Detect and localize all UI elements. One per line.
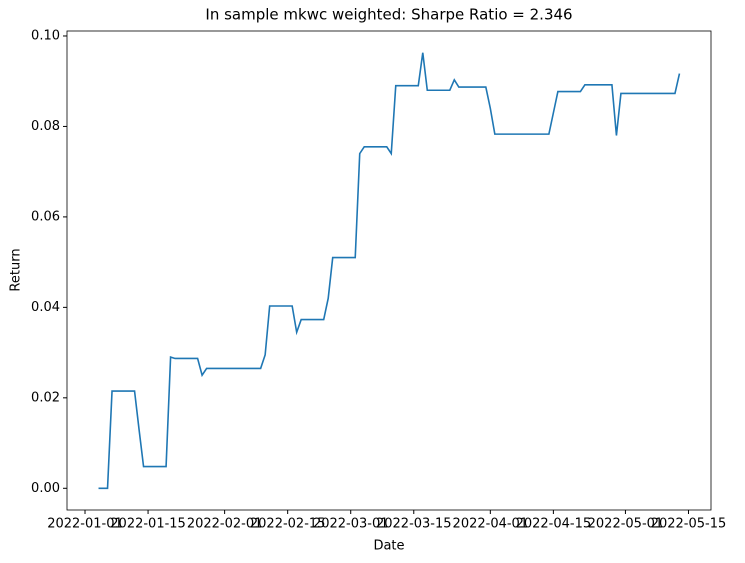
x-axis-label: Date bbox=[373, 539, 404, 554]
y-tick-label: 0.08 bbox=[31, 119, 60, 134]
plot-frame bbox=[66, 30, 712, 511]
x-tick-label: 2022-04-01 bbox=[453, 517, 529, 532]
x-tick-label: 2022-04-15 bbox=[516, 517, 592, 532]
y-tick-label: 0.10 bbox=[31, 28, 60, 43]
y-axis-label: Return bbox=[9, 248, 24, 291]
y-tick-label: 0.00 bbox=[31, 481, 60, 496]
y-tick-label: 0.04 bbox=[31, 300, 60, 315]
x-tick-label: 2022-03-15 bbox=[376, 517, 452, 532]
x-tick-label: 2022-03-01 bbox=[313, 517, 389, 532]
x-tick-label: 2022-02-15 bbox=[250, 517, 326, 532]
y-tick-label: 0.02 bbox=[31, 390, 60, 405]
x-tick-label: 2022-01-01 bbox=[47, 517, 123, 532]
x-tick-label: 2022-02-01 bbox=[187, 517, 263, 532]
y-tick-label: 0.06 bbox=[31, 209, 60, 224]
line bbox=[98, 52, 681, 490]
x-tick-label: 2022-05-01 bbox=[588, 517, 664, 532]
x-tick-label: 2022-01-15 bbox=[110, 517, 186, 532]
x-tick-label: 2022-05-15 bbox=[651, 517, 727, 532]
chart-title: In sample mkwc weighted: Sharpe Ratio = … bbox=[205, 6, 572, 24]
